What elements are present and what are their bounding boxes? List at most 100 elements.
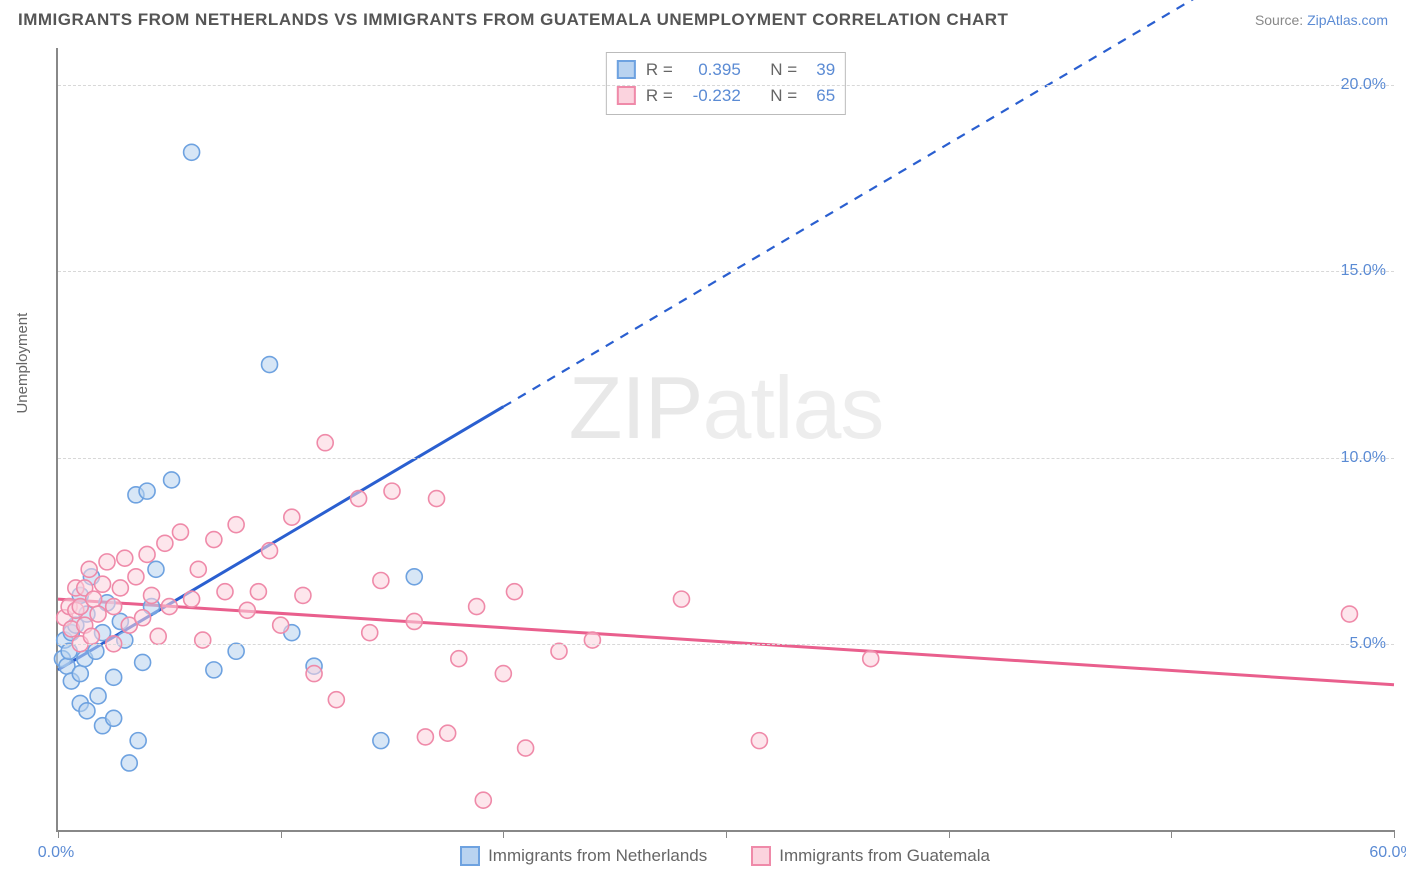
trendline	[58, 599, 1394, 685]
data-point	[475, 792, 491, 808]
data-point	[262, 357, 278, 373]
data-point	[373, 573, 389, 589]
data-point	[551, 643, 567, 659]
data-point	[121, 755, 137, 771]
n-value: 39	[807, 57, 835, 83]
y-tick-label: 10.0%	[1341, 449, 1386, 467]
data-point	[79, 703, 95, 719]
legend-swatch	[617, 86, 636, 105]
source-link[interactable]: ZipAtlas.com	[1307, 12, 1388, 28]
data-point	[117, 550, 133, 566]
data-point	[164, 472, 180, 488]
data-point	[190, 561, 206, 577]
correlation-row: R =-0.232 N =65	[617, 83, 835, 109]
data-point	[90, 606, 106, 622]
legend-swatch	[460, 846, 480, 866]
data-point	[90, 688, 106, 704]
y-tick-label: 20.0%	[1341, 76, 1386, 94]
data-point	[184, 591, 200, 607]
chart-title: IMMIGRANTS FROM NETHERLANDS VS IMMIGRANT…	[18, 10, 1008, 30]
data-point	[518, 740, 534, 756]
data-point	[83, 628, 99, 644]
chart-area: Unemployment ZIPatlas R =0.395 N =39R =-…	[28, 48, 1394, 880]
data-point	[373, 733, 389, 749]
x-tick	[1394, 830, 1395, 838]
data-point	[106, 669, 122, 685]
data-point	[106, 710, 122, 726]
data-point	[150, 628, 166, 644]
y-tick-label: 15.0%	[1341, 262, 1386, 280]
data-point	[506, 584, 522, 600]
n-label: N =	[770, 57, 797, 83]
legend-swatch	[617, 60, 636, 79]
data-point	[250, 584, 266, 600]
y-axis-label: Unemployment	[14, 313, 31, 414]
data-point	[195, 632, 211, 648]
legend-item: Immigrants from Netherlands	[460, 846, 707, 866]
r-label: R =	[646, 83, 673, 109]
data-point	[72, 666, 88, 682]
gridline	[58, 458, 1394, 459]
data-point	[1341, 606, 1357, 622]
data-point	[135, 654, 151, 670]
data-point	[295, 587, 311, 603]
data-point	[130, 733, 146, 749]
legend-item: Immigrants from Guatemala	[751, 846, 990, 866]
source-credit: Source: ZipAtlas.com	[1255, 12, 1388, 28]
data-point	[863, 651, 879, 667]
x-tick	[58, 830, 59, 838]
data-point	[440, 725, 456, 741]
r-label: R =	[646, 57, 673, 83]
data-point	[262, 543, 278, 559]
data-point	[135, 610, 151, 626]
data-point	[239, 602, 255, 618]
data-point	[144, 587, 160, 603]
data-point	[317, 435, 333, 451]
gridline	[58, 85, 1394, 86]
data-point	[417, 729, 433, 745]
data-point	[469, 599, 485, 615]
plot-svg	[58, 48, 1394, 830]
data-point	[157, 535, 173, 551]
plot-region: ZIPatlas R =0.395 N =39R =-0.232 N =65 5…	[56, 48, 1394, 832]
data-point	[81, 561, 97, 577]
data-point	[495, 666, 511, 682]
data-point	[328, 692, 344, 708]
data-point	[584, 632, 600, 648]
data-point	[429, 491, 445, 507]
data-point	[384, 483, 400, 499]
data-point	[88, 643, 104, 659]
gridline	[58, 644, 1394, 645]
data-point	[306, 666, 322, 682]
legend-swatch	[751, 846, 771, 866]
x-tick	[503, 830, 504, 838]
x-tick	[726, 830, 727, 838]
data-point	[206, 532, 222, 548]
correlation-legend: R =0.395 N =39R =-0.232 N =65	[606, 52, 846, 115]
data-point	[451, 651, 467, 667]
data-point	[751, 733, 767, 749]
data-point	[217, 584, 233, 600]
data-point	[228, 643, 244, 659]
data-point	[228, 517, 244, 533]
data-point	[139, 483, 155, 499]
data-point	[206, 662, 222, 678]
gridline	[58, 271, 1394, 272]
data-point	[273, 617, 289, 633]
n-label: N =	[770, 83, 797, 109]
y-tick-label: 5.0%	[1350, 635, 1386, 653]
r-value: -0.232	[683, 83, 741, 109]
legend-label: Immigrants from Guatemala	[779, 846, 990, 866]
data-point	[86, 591, 102, 607]
series-legend: Immigrants from Netherlands Immigrants fr…	[56, 846, 1394, 866]
data-point	[106, 599, 122, 615]
x-tick	[949, 830, 950, 838]
data-point	[673, 591, 689, 607]
data-point	[362, 625, 378, 641]
data-point	[284, 509, 300, 525]
data-point	[184, 144, 200, 160]
data-point	[406, 569, 422, 585]
data-point	[351, 491, 367, 507]
x-tick	[281, 830, 282, 838]
data-point	[95, 576, 111, 592]
